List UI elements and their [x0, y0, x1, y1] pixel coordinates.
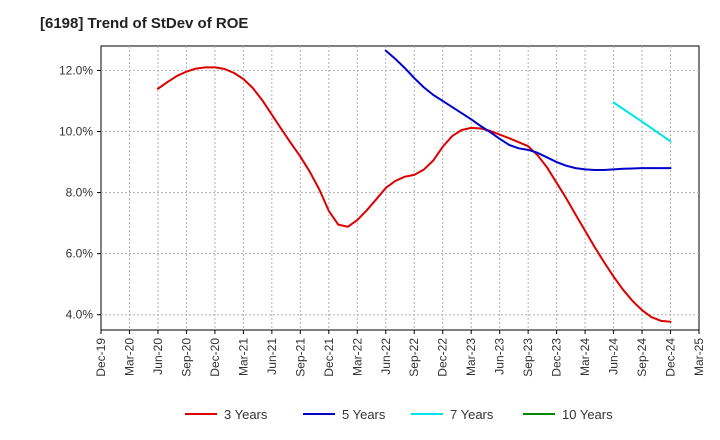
- x-tick-label: Dec-22: [436, 338, 450, 377]
- x-tick-label: Jun-21: [265, 338, 279, 375]
- x-tick-label: Dec-19: [94, 338, 108, 377]
- series-line-7-years: [612, 101, 672, 143]
- x-tick-label: Sep-23: [521, 338, 535, 377]
- x-tick-label: Dec-20: [208, 338, 222, 377]
- x-tick-label: Jun-22: [379, 338, 393, 375]
- legend-label: 10 Years: [562, 407, 613, 422]
- x-tick-label: Dec-24: [664, 338, 678, 377]
- x-tick-label: Mar-22: [350, 338, 364, 376]
- y-tick-label: 6.0%: [66, 247, 94, 261]
- x-tick-label: Sep-20: [179, 338, 193, 377]
- x-tick-label: Mar-23: [464, 338, 478, 376]
- series-layer: [156, 49, 672, 323]
- x-tick-label: Mar-24: [578, 338, 592, 376]
- x-tick-label: Mar-20: [122, 338, 136, 376]
- series-line-3-years: [156, 66, 672, 323]
- y-tick-label: 10.0%: [59, 125, 93, 139]
- series-line-5-years: [384, 49, 672, 171]
- legend-label: 3 Years: [224, 407, 268, 422]
- x-tick-label: Jun-24: [607, 338, 621, 375]
- y-tick-label: 4.0%: [66, 308, 94, 322]
- legend: 3 Years 5 Years 7 Years 10 Years: [185, 407, 613, 422]
- legend-label: 7 Years: [450, 407, 494, 422]
- x-tick-label: Jun-23: [493, 338, 507, 375]
- x-tick-label: Dec-21: [322, 338, 336, 377]
- x-tick-label: Mar-25: [692, 338, 706, 376]
- x-tick-label: Sep-24: [635, 338, 649, 377]
- x-tick-label: Mar-21: [236, 338, 250, 376]
- y-axis-ticks: 4.0% 6.0% 8.0% 10.0% 12.0%: [59, 63, 101, 322]
- chart-title: [6198] Trend of StDev of ROE: [40, 15, 248, 32]
- y-tick-label: 12.0%: [59, 63, 93, 77]
- plot-area: [100, 45, 700, 331]
- grid-layer: [101, 46, 699, 330]
- x-tick-label: Sep-21: [293, 338, 307, 377]
- x-axis-ticks: Dec-19 Mar-20 Jun-20 Sep-20 Dec-20 Mar-21 Jun-…: [94, 330, 706, 377]
- x-tick-label: Jun-20: [151, 338, 165, 375]
- x-tick-label: Sep-22: [407, 338, 421, 377]
- y-tick-label: 8.0%: [66, 186, 94, 200]
- legend-label: 5 Years: [342, 407, 386, 422]
- x-tick-label: Dec-23: [550, 338, 564, 377]
